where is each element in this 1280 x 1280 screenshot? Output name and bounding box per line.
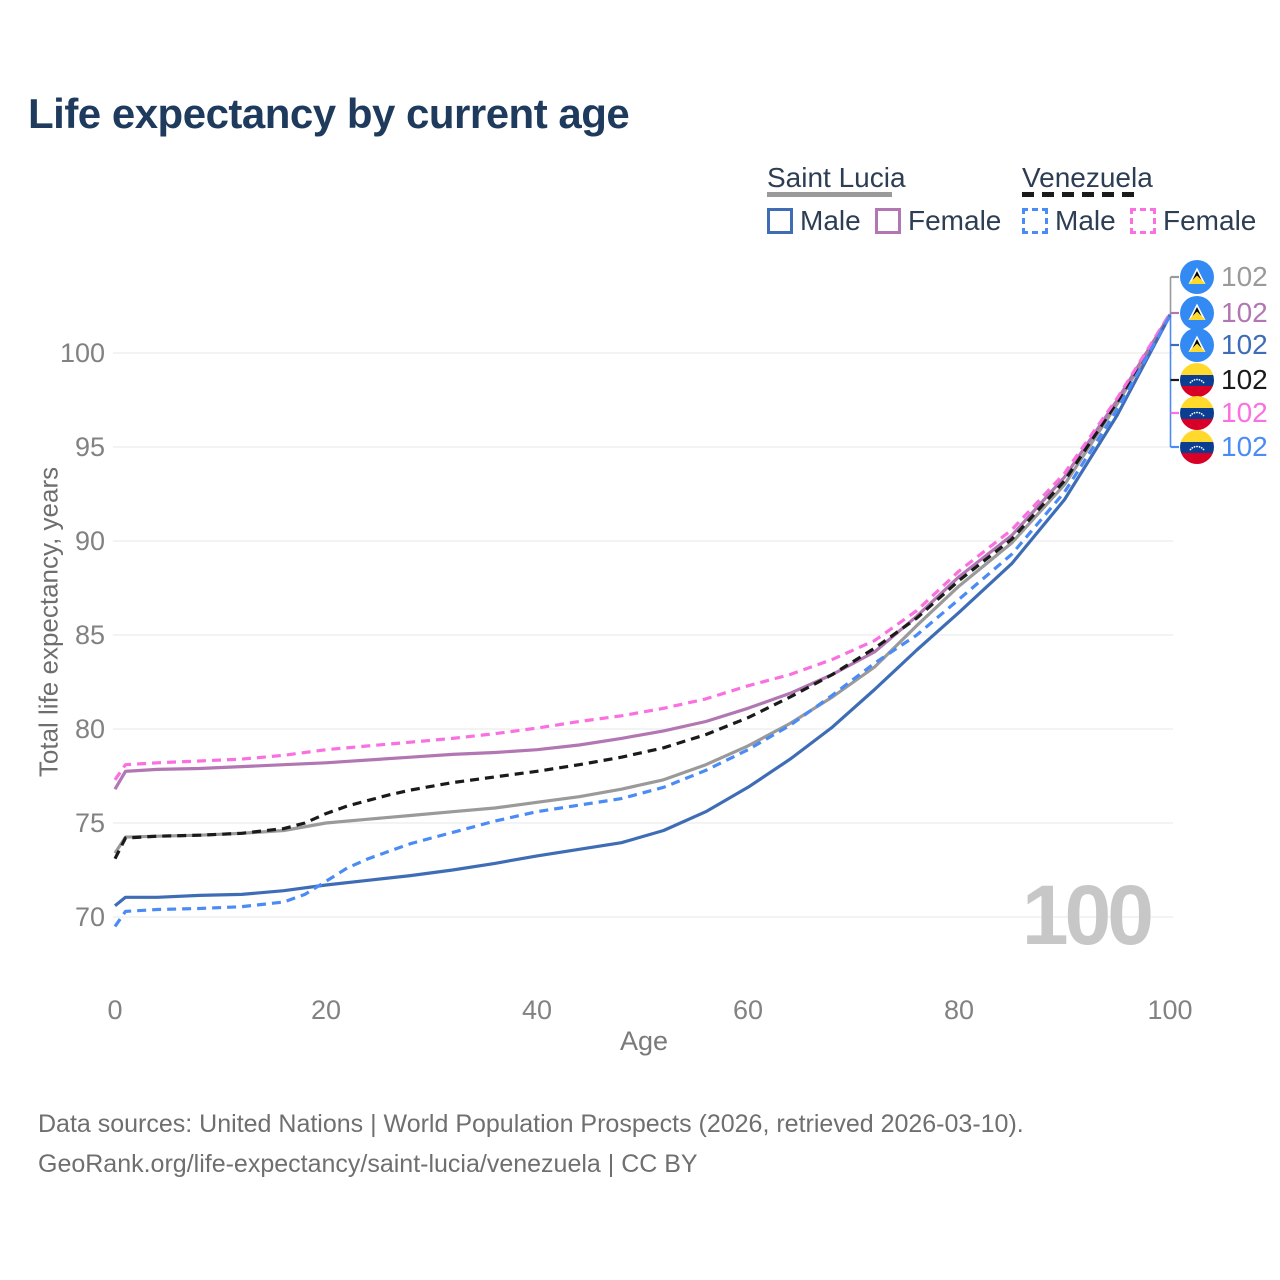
saint-lucia-flag-icon — [1180, 328, 1214, 362]
x-tick-label-0: 0 — [107, 995, 123, 1025]
page-title: Life expectancy by current age — [28, 90, 630, 137]
series-line-ve-female — [113, 312, 1172, 781]
venezuela-flag-icon — [1180, 396, 1214, 430]
legend-underline-venezuela — [1022, 192, 1139, 197]
legend-label: Female — [908, 205, 1002, 236]
legend-item-venezuela-male[interactable]: Male — [1022, 205, 1116, 237]
x-tick-label-80: 80 — [943, 995, 975, 1025]
y-tick-label-95: 95 — [74, 432, 105, 462]
end-label-saint-lucia-0: 102 — [1180, 260, 1268, 294]
legend-label: Male — [800, 205, 861, 236]
y-tick-label-90: 90 — [74, 526, 105, 556]
y-tick-label-80: 80 — [74, 714, 105, 744]
series-line-sl-male — [114, 314, 1172, 907]
series-line-ve-total — [113, 313, 1172, 860]
series-line-sl-female — [113, 313, 1172, 791]
legend-group-title-venezuela: Venezuela — [1022, 162, 1153, 193]
y-tick-label-85: 85 — [74, 620, 105, 650]
footer-sources: Data sources: United Nations | World Pop… — [38, 1110, 1024, 1138]
legend-swatch-saint-lucia-female — [875, 208, 901, 234]
end-label-venezuela-3: 102 — [1180, 363, 1268, 397]
legend-swatch-saint-lucia-male — [767, 208, 793, 234]
y-tick-label-100: 100 — [59, 338, 105, 368]
legend-swatch-venezuela-female — [1130, 208, 1156, 234]
end-label-saint-lucia-2: 102 — [1180, 328, 1268, 362]
end-label-value: 102 — [1221, 431, 1268, 462]
legend-item-saint-lucia-female[interactable]: Female — [875, 205, 1001, 237]
legend-label: Male — [1055, 205, 1116, 236]
end-label-value: 102 — [1221, 364, 1268, 395]
end-label-value: 102 — [1221, 297, 1268, 328]
venezuela-flag-icon — [1180, 430, 1214, 464]
series-line-sl-total — [113, 314, 1172, 854]
legend-item-saint-lucia-male[interactable]: Male — [767, 205, 861, 237]
legend-label: Female — [1163, 205, 1257, 236]
x-tick-label-100: 100 — [1147, 995, 1193, 1025]
end-label-value: 102 — [1221, 329, 1268, 360]
end-label-value: 102 — [1221, 397, 1268, 428]
x-axis-title: Age — [619, 1026, 669, 1056]
saint-lucia-flag-icon — [1180, 260, 1214, 294]
series-line-ve-male — [113, 314, 1172, 928]
age-watermark: 100 — [1022, 868, 1151, 962]
legend-group-title-saint-lucia: Saint Lucia — [767, 162, 906, 193]
venezuela-flag-icon — [1180, 363, 1214, 397]
end-label-value: 102 — [1221, 261, 1268, 292]
y-tick-label-70: 70 — [74, 902, 105, 932]
end-label-saint-lucia-1: 102 — [1180, 296, 1268, 330]
footer-attribution: GeoRank.org/life-expectancy/saint-lucia/… — [38, 1150, 698, 1178]
y-tick-label-75: 75 — [74, 808, 105, 838]
x-tick-label-40: 40 — [521, 995, 553, 1025]
x-tick-label-20: 20 — [310, 995, 342, 1025]
end-label-venezuela-4: 102 — [1180, 396, 1268, 430]
end-label-venezuela-5: 102 — [1180, 430, 1268, 464]
saint-lucia-flag-icon — [1180, 296, 1214, 330]
legend-item-venezuela-female[interactable]: Female — [1130, 205, 1256, 237]
legend-underline-saint-lucia — [767, 192, 892, 197]
x-tick-label-60: 60 — [732, 995, 764, 1025]
legend-swatch-venezuela-male — [1022, 208, 1048, 234]
